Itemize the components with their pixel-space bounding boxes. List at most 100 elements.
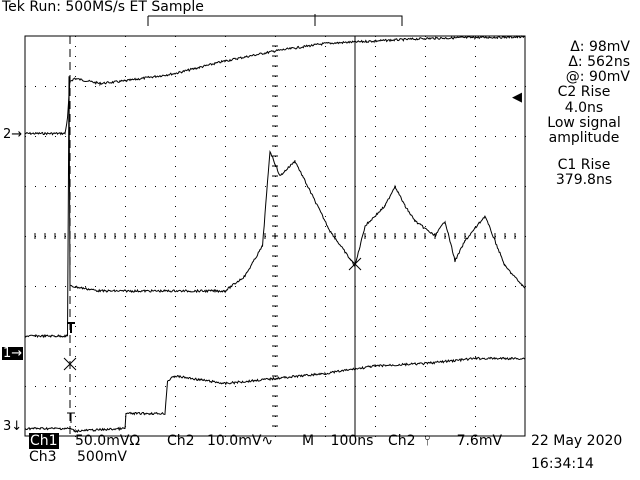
- grid-dot: [475, 326, 476, 327]
- grid-dot: [175, 296, 176, 297]
- grid-dot: [475, 176, 476, 177]
- grid-dot: [225, 276, 226, 277]
- grid-dot: [325, 426, 326, 427]
- grid-dot: [175, 46, 176, 47]
- grid-dot: [35, 136, 36, 137]
- grid-dot: [375, 306, 376, 307]
- grid-dot: [325, 176, 326, 177]
- trigger-settings[interactable]: Ch2 ⫯ 7.6mV: [388, 434, 502, 449]
- ch3-ground-marker[interactable]: 3↓: [3, 420, 22, 433]
- grid-dot: [375, 256, 376, 257]
- grid-dot: [425, 36, 426, 37]
- grid-dot: [165, 136, 166, 137]
- grid-dot: [75, 176, 76, 177]
- grid-dot: [375, 246, 376, 247]
- grid-dot: [365, 336, 366, 337]
- grid-dot: [145, 386, 146, 387]
- grid-dot: [125, 266, 126, 267]
- grid-dot: [125, 126, 126, 127]
- timebase-label: M: [302, 433, 315, 449]
- grid-dot: [125, 56, 126, 57]
- grid-dot: [125, 376, 126, 377]
- grid-dot: [375, 116, 376, 117]
- ac-coupling-icon: ∿: [261, 433, 274, 449]
- grid-dot: [125, 306, 126, 307]
- trigger-t-marker: [67, 412, 75, 423]
- grid-dot: [375, 56, 376, 57]
- grid-dot: [315, 386, 316, 387]
- grid-dot: [505, 386, 506, 387]
- grid-dot: [425, 226, 426, 227]
- grid-dot: [125, 256, 126, 257]
- cursor-delta-time: Δ: 562ns: [568, 54, 630, 70]
- grid-dot: [375, 126, 376, 127]
- acquisition-status: Tek Run: 500MS/s ET Sample: [2, 0, 204, 15]
- grid-dot: [475, 356, 476, 357]
- ch2-settings[interactable]: Ch2 10.0mV∿: [167, 434, 273, 449]
- ch1-ground-marker[interactable]: 1→: [2, 347, 24, 360]
- grid-dot: [195, 286, 196, 287]
- grid-dot: [365, 286, 366, 287]
- c2-note-line1: Low signal: [547, 115, 621, 131]
- grid-dot: [425, 86, 426, 87]
- grid-dot: [175, 356, 176, 357]
- grid-dot: [485, 86, 486, 87]
- ch1-settings[interactable]: Ch1 50.0mVΩ: [29, 433, 140, 449]
- grid-dot: [475, 116, 476, 117]
- grid-dot: [165, 336, 166, 337]
- grid-dot: [475, 426, 476, 427]
- grid-dot: [305, 336, 306, 337]
- grid-dot: [75, 216, 76, 217]
- grid-dot: [75, 96, 76, 97]
- grid-dot: [135, 286, 136, 287]
- grid-dot: [425, 286, 426, 287]
- grid-dot: [225, 156, 226, 157]
- grid-dot: [325, 196, 326, 197]
- timebase-setting[interactable]: M 100ns: [302, 434, 373, 449]
- grid-dot: [35, 86, 36, 87]
- grid-dot: [485, 186, 486, 187]
- grid-dot: [365, 186, 366, 187]
- grid-dot: [35, 186, 36, 187]
- grid-dot: [305, 286, 306, 287]
- grid-dot: [475, 166, 476, 167]
- grid-dot: [225, 226, 226, 227]
- grid-dot: [95, 136, 96, 137]
- grid-dot: [125, 36, 126, 37]
- grid-dot: [305, 386, 306, 387]
- grid-dot: [285, 86, 286, 87]
- ch3-settings[interactable]: Ch3 500mV: [29, 450, 127, 465]
- grid-dot: [155, 86, 156, 87]
- grid-dot: [75, 186, 76, 187]
- grid-dot: [295, 86, 296, 87]
- grid-dot: [225, 86, 226, 87]
- ch2-ground-marker[interactable]: 2→: [3, 128, 22, 141]
- grid-dot: [345, 286, 346, 287]
- grid-dot: [375, 106, 376, 107]
- grid-dot: [285, 136, 286, 137]
- grid-dot: [235, 286, 236, 287]
- grid-dot: [225, 126, 226, 127]
- grid-dot: [425, 216, 426, 217]
- trigger-level: 7.6mV: [456, 433, 503, 449]
- grid-dot: [95, 286, 96, 287]
- waveform-traces: [24, 35, 526, 434]
- grid-dot: [235, 186, 236, 187]
- grid-dot: [325, 346, 326, 347]
- grid-dot: [205, 86, 206, 87]
- grid-dot: [155, 286, 156, 287]
- grid-dot: [465, 136, 466, 137]
- grid-dot: [265, 186, 266, 187]
- grid-dot: [325, 336, 326, 337]
- grid-dot: [415, 286, 416, 287]
- grid-dot: [425, 436, 426, 437]
- grid-dot: [175, 346, 176, 347]
- grid-dot: [425, 366, 426, 367]
- grid-dot: [215, 286, 216, 287]
- grid-dot: [225, 386, 226, 387]
- grid-dot: [225, 356, 226, 357]
- grid-dot: [325, 46, 326, 47]
- grid-dot: [175, 166, 176, 167]
- cursor-cross-marker: [348, 257, 362, 271]
- grid-dot: [285, 386, 286, 387]
